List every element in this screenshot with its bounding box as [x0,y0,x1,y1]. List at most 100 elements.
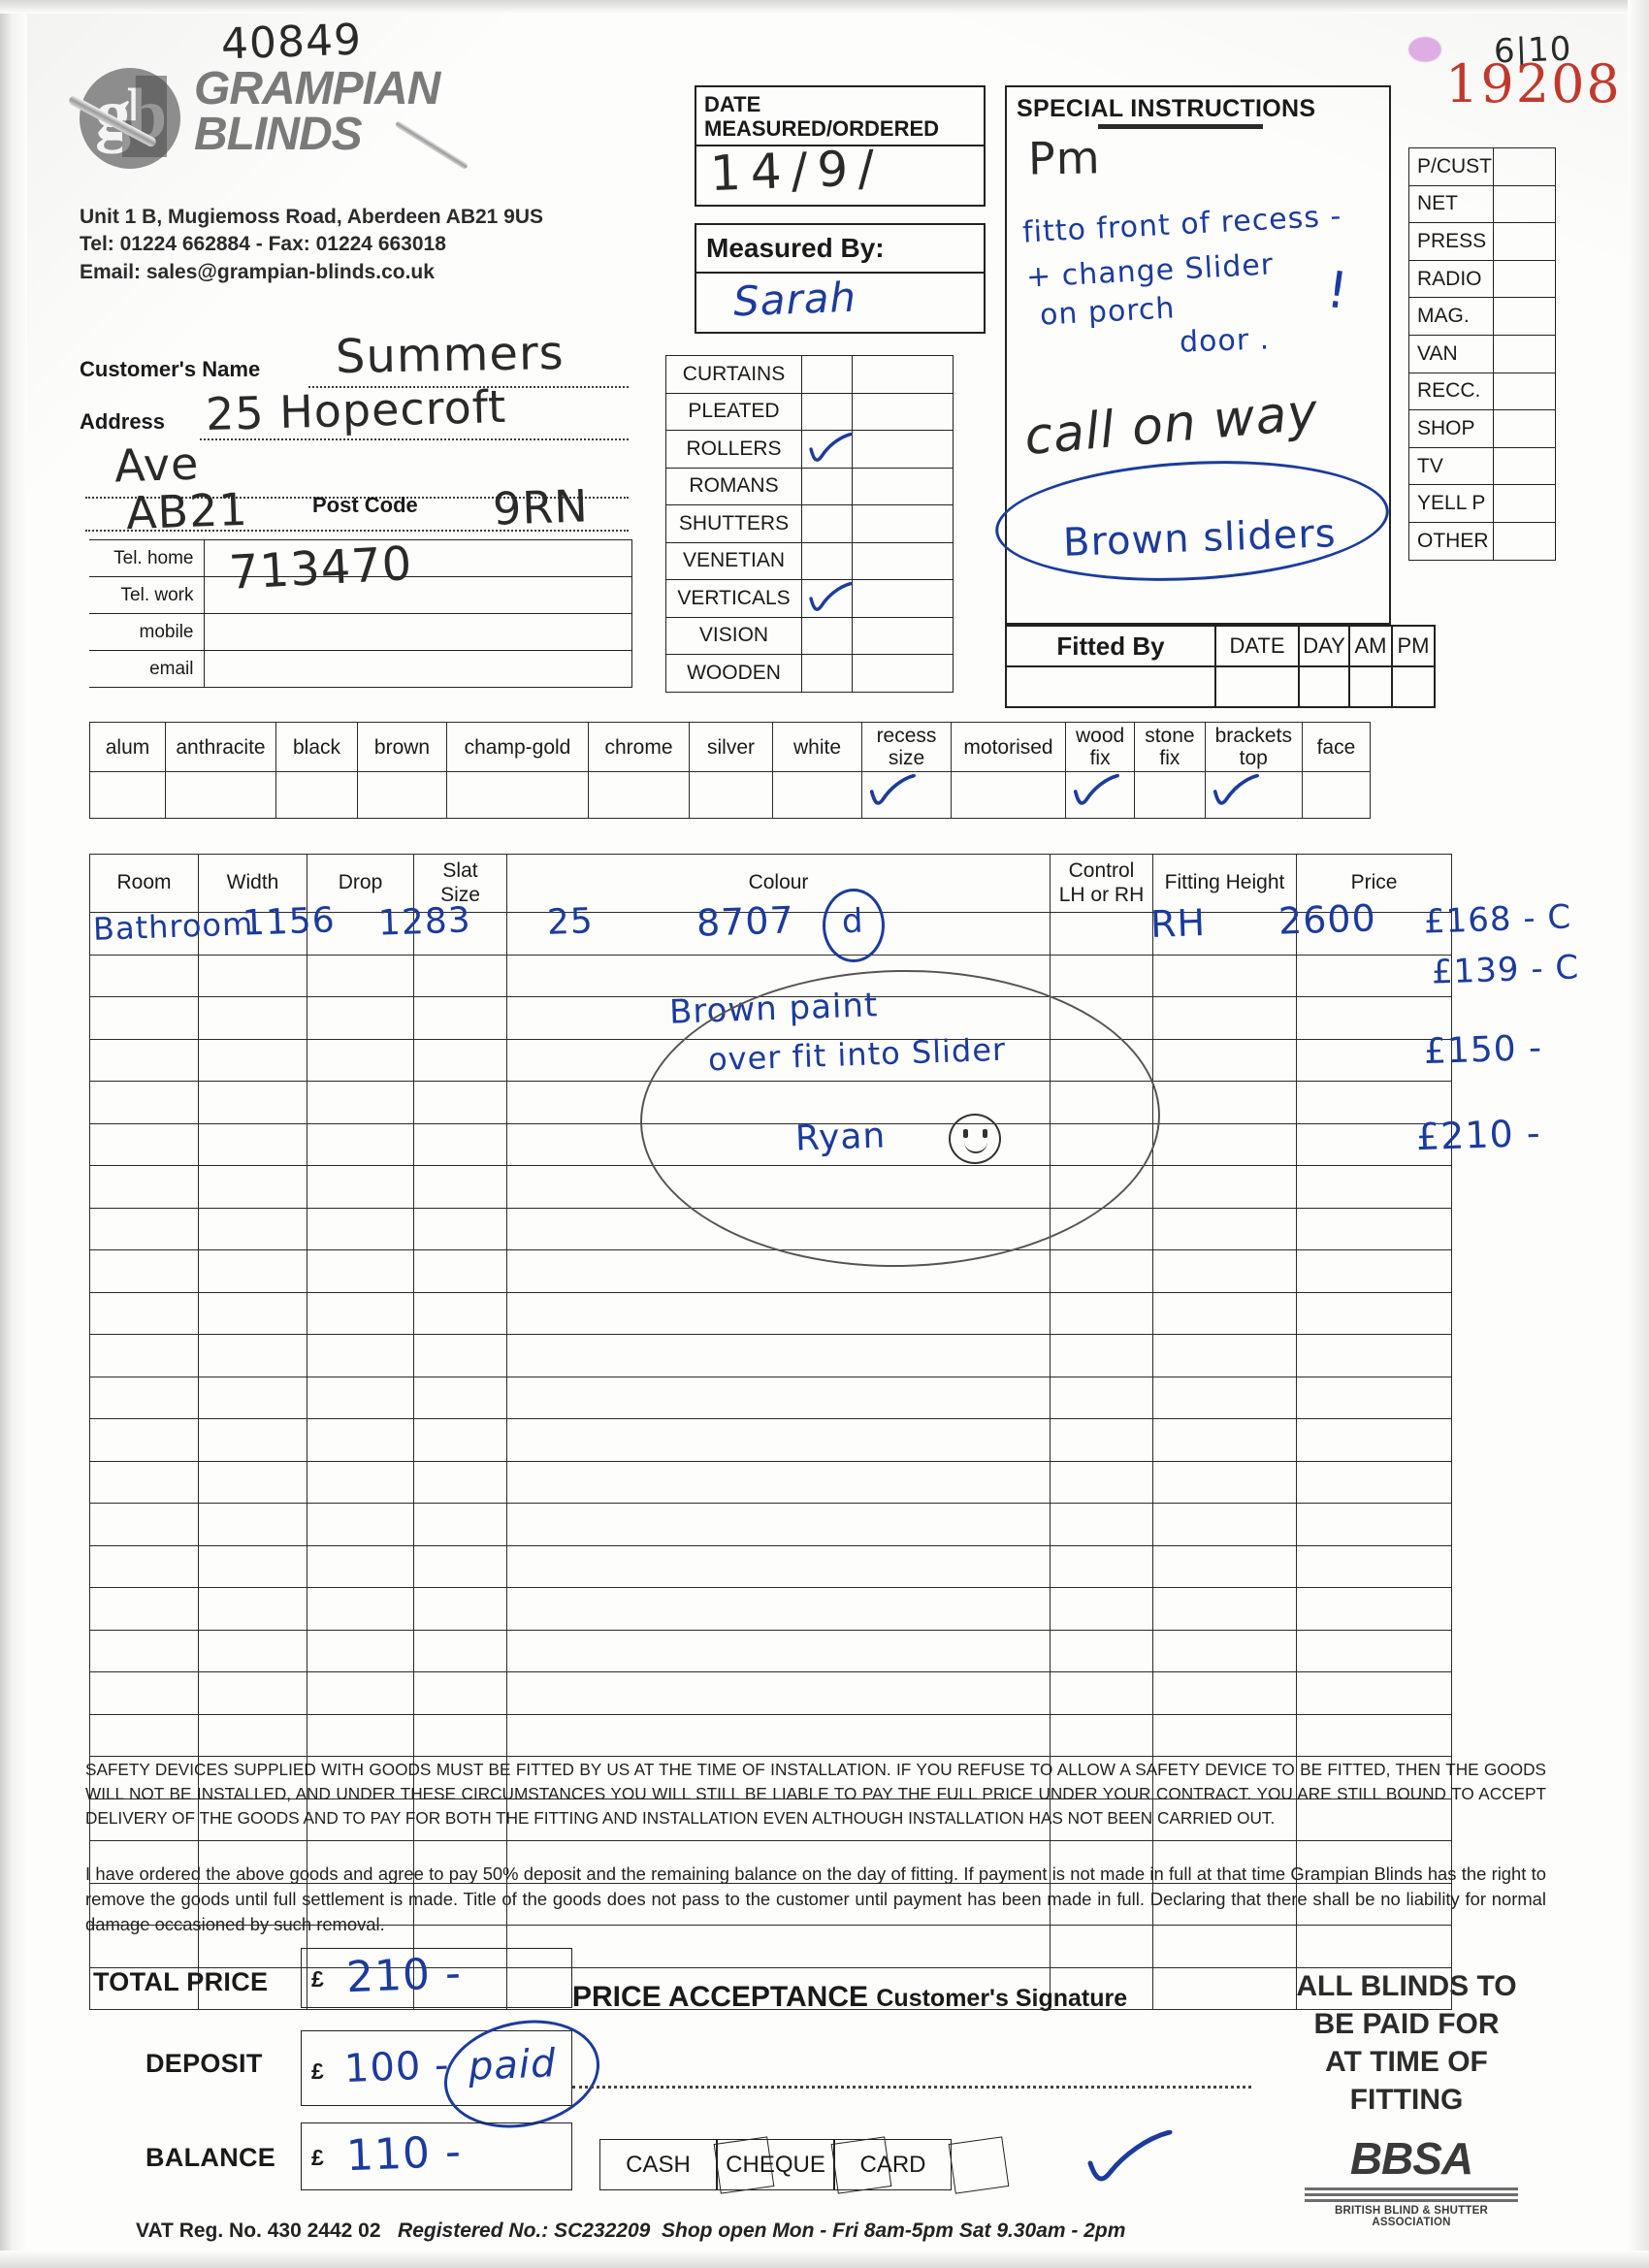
cell-r10-ctl[interactable] [1050,1334,1153,1377]
cell-r9-price[interactable] [1296,1291,1452,1335]
blind-type-check-shutters[interactable] [801,504,853,543]
fitted-pm-value[interactable] [1391,665,1436,708]
cell-r12-price[interactable] [1296,1418,1452,1462]
cell-r11-price[interactable] [1296,1376,1452,1419]
contact-value-1[interactable] [203,576,632,614]
cell-r15-price[interactable] [1296,1544,1452,1588]
cell-r1-slat[interactable] [413,954,507,997]
cell-r24-slat[interactable] [413,1925,507,1968]
blind-type-check-curtains[interactable] [801,355,853,394]
cell-r13-fh[interactable] [1152,1460,1297,1504]
cell-r20-ctl[interactable] [1050,1756,1153,1799]
cell-r16-slat[interactable] [413,1587,507,1631]
cell-r17-drop[interactable] [307,1629,414,1672]
cell-r17-width[interactable] [198,1629,307,1672]
total-price-box[interactable]: £ 210 - [301,1948,572,2008]
cell-r25-slat[interactable] [413,1966,507,2010]
cell-r19-price[interactable] [1296,1713,1452,1757]
fitted-date-value[interactable] [1214,665,1300,708]
option-check-stone-fix[interactable] [1134,771,1206,820]
cell-r15-drop[interactable] [307,1544,414,1588]
cell-r19-width[interactable] [198,1713,307,1757]
cell-r13-room[interactable] [89,1460,199,1504]
blind-type-note-venetian[interactable] [852,541,954,580]
cell-r25-price[interactable] [1296,1966,1452,2010]
cell-r2-drop[interactable] [307,996,414,1040]
cell-r19-col[interactable] [506,1713,1051,1757]
cell-r5-slat[interactable] [413,1122,507,1166]
blind-type-check-vision[interactable] [801,616,853,655]
cell-r14-ctl[interactable] [1050,1503,1153,1546]
cell-r10-width[interactable] [198,1334,307,1377]
cell-r4-room[interactable] [89,1081,199,1124]
cell-r3-room[interactable] [89,1038,199,1082]
blind-type-note-shutters[interactable] [852,504,954,543]
option-check-chrome[interactable] [588,771,690,820]
blind-type-check-verticals[interactable] [801,579,853,618]
option-check-recess-size[interactable] [861,771,952,820]
cell-r2-fh[interactable] [1152,996,1297,1040]
cell-r22-slat[interactable] [413,1840,507,1884]
cell-r6-price[interactable] [1296,1165,1452,1209]
cell-r5-fh[interactable] [1152,1122,1297,1166]
blind-type-note-vision[interactable] [852,616,954,655]
media-check-pcust[interactable] [1493,147,1557,186]
cell-r13-slat[interactable] [413,1460,507,1504]
cell-r15-width[interactable] [198,1544,307,1588]
cell-r20-col[interactable] [506,1756,1051,1799]
cell-r11-col[interactable] [506,1376,1051,1419]
cell-r9-col[interactable] [506,1291,1051,1335]
cell-r8-drop[interactable] [307,1249,414,1293]
cell-r11-room[interactable] [89,1376,199,1419]
cell-r1-drop[interactable] [307,954,414,997]
option-check-wood-fix[interactable] [1064,771,1136,820]
cell-r3-slat[interactable] [413,1038,507,1082]
cell-r18-col[interactable] [506,1671,1051,1715]
media-check-recc[interactable] [1493,372,1557,411]
cell-r5-ctl[interactable] [1050,1122,1153,1166]
cell-r6-col[interactable] [506,1165,1051,1209]
cell-r6-drop[interactable] [307,1165,414,1209]
cell-r8-col[interactable] [506,1249,1051,1293]
option-check-alum[interactable] [89,771,166,820]
option-check-brown[interactable] [357,771,447,820]
cell-r16-room[interactable] [89,1587,199,1631]
contact-value-3[interactable] [203,650,632,688]
cell-r0-ctl[interactable] [1050,912,1153,956]
cell-r16-price[interactable] [1296,1587,1452,1631]
cell-r15-col[interactable] [506,1544,1051,1588]
fitted-day-value[interactable] [1298,665,1350,708]
cell-r24-width[interactable] [198,1925,307,1968]
media-check-mag[interactable] [1493,297,1557,336]
cell-r8-ctl[interactable] [1050,1249,1153,1293]
cell-r10-price[interactable] [1296,1334,1452,1377]
cell-r0-width[interactable] [198,912,307,956]
cell-r6-slat[interactable] [413,1165,507,1209]
blind-type-note-pleated[interactable] [852,392,954,431]
cell-r24-room[interactable] [89,1925,199,1968]
cell-r21-col[interactable] [506,1798,1051,1841]
cell-r6-ctl[interactable] [1050,1165,1153,1209]
cell-r7-room[interactable] [89,1207,199,1250]
contact-value-2[interactable] [203,613,632,651]
cell-r19-ctl[interactable] [1050,1713,1153,1757]
cell-r13-col[interactable] [506,1460,1051,1504]
cell-r13-width[interactable] [198,1460,307,1504]
cell-r7-slat[interactable] [413,1207,507,1250]
cell-r6-fh[interactable] [1152,1165,1297,1209]
blind-type-note-rollers[interactable] [852,430,954,469]
cell-r16-drop[interactable] [307,1587,414,1631]
blind-type-check-pleated[interactable] [801,392,853,431]
cell-r5-room[interactable] [89,1122,199,1166]
cell-r12-slat[interactable] [413,1418,507,1462]
cell-r13-ctl[interactable] [1050,1460,1153,1504]
cell-r12-ctl[interactable] [1050,1418,1153,1462]
cell-r17-col[interactable] [506,1629,1051,1672]
media-check-press[interactable] [1493,222,1557,261]
cell-r13-drop[interactable] [307,1460,414,1504]
cell-r22-drop[interactable] [307,1840,414,1884]
cell-r18-drop[interactable] [307,1671,414,1715]
option-check-champ-gold[interactable] [446,771,589,820]
cell-r8-fh[interactable] [1152,1249,1297,1293]
cell-r22-price[interactable] [1296,1840,1452,1884]
